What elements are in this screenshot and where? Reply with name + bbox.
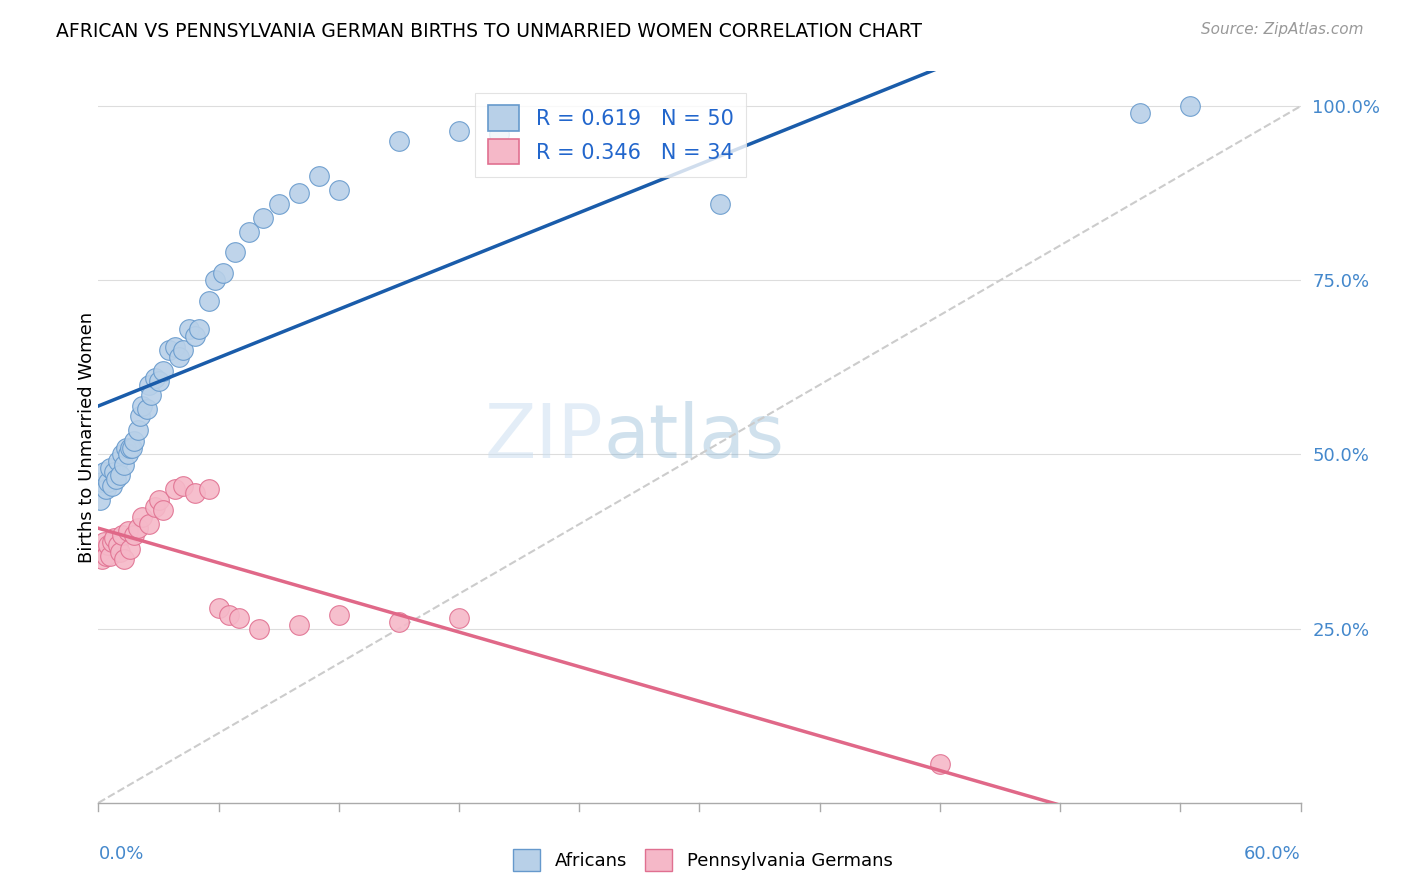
Text: AFRICAN VS PENNSYLVANIA GERMAN BIRTHS TO UNMARRIED WOMEN CORRELATION CHART: AFRICAN VS PENNSYLVANIA GERMAN BIRTHS TO… — [56, 22, 922, 41]
Point — [388, 134, 411, 148]
Point — [97, 475, 120, 490]
Point — [388, 615, 411, 629]
Text: ZIP: ZIP — [485, 401, 603, 474]
Point — [114, 552, 136, 566]
Point — [114, 458, 136, 472]
Point — [103, 465, 125, 479]
Point — [101, 534, 124, 549]
Point — [111, 448, 134, 462]
Text: atlas: atlas — [603, 401, 785, 474]
Point — [93, 465, 115, 479]
Point — [131, 510, 153, 524]
Point — [128, 423, 150, 437]
Point — [107, 538, 129, 552]
Point — [288, 186, 311, 201]
Point — [148, 375, 170, 389]
Point — [129, 409, 152, 424]
Point — [103, 531, 125, 545]
Point — [93, 534, 115, 549]
Point — [187, 322, 209, 336]
Point — [288, 618, 311, 632]
Point — [120, 441, 142, 455]
Point — [247, 622, 270, 636]
Point — [117, 524, 139, 538]
Point — [308, 169, 330, 183]
Point — [488, 127, 510, 141]
Point — [252, 211, 274, 225]
Point — [120, 541, 142, 556]
Point — [101, 479, 124, 493]
Point — [152, 503, 174, 517]
Point — [218, 607, 240, 622]
Point — [138, 517, 160, 532]
Point — [121, 441, 143, 455]
Point — [211, 266, 233, 280]
Point — [117, 448, 139, 462]
Point — [124, 434, 146, 448]
Point — [128, 521, 150, 535]
Y-axis label: Births to Unmarried Women: Births to Unmarried Women — [79, 311, 96, 563]
Point — [228, 611, 250, 625]
Point — [100, 549, 122, 563]
Point — [709, 196, 731, 211]
Point — [131, 399, 153, 413]
Point — [208, 600, 231, 615]
Point — [110, 468, 132, 483]
Point — [238, 225, 260, 239]
Text: Source: ZipAtlas.com: Source: ZipAtlas.com — [1201, 22, 1364, 37]
Point — [107, 454, 129, 468]
Point — [328, 183, 350, 197]
Point — [267, 196, 290, 211]
Point — [172, 343, 194, 357]
Point — [105, 472, 128, 486]
Point — [183, 329, 205, 343]
Text: 0.0%: 0.0% — [98, 845, 143, 863]
Point — [97, 538, 120, 552]
Point — [447, 123, 470, 137]
Legend: Africans, Pennsylvania Germans: Africans, Pennsylvania Germans — [506, 842, 900, 879]
Point — [91, 475, 114, 490]
Point — [447, 611, 470, 625]
Point — [89, 545, 111, 559]
Legend: R = 0.619   N = 50, R = 0.346   N = 34: R = 0.619 N = 50, R = 0.346 N = 34 — [475, 93, 747, 177]
Point — [143, 371, 166, 385]
Point — [135, 402, 157, 417]
Point — [124, 527, 146, 541]
Point — [100, 461, 122, 475]
Point — [172, 479, 194, 493]
Point — [138, 377, 160, 392]
Point — [167, 350, 190, 364]
Point — [183, 485, 205, 500]
Point — [1180, 99, 1202, 113]
Point — [91, 552, 114, 566]
Point — [204, 273, 226, 287]
Point — [177, 322, 200, 336]
Point — [96, 549, 118, 563]
Point — [157, 343, 180, 357]
Point — [929, 757, 952, 772]
Point — [163, 339, 186, 353]
Point — [1129, 106, 1152, 120]
Point — [148, 492, 170, 507]
Point — [197, 483, 219, 497]
Point — [111, 527, 134, 541]
Point — [197, 294, 219, 309]
Point — [96, 483, 118, 497]
Point — [89, 492, 111, 507]
Point — [224, 245, 246, 260]
Point — [110, 545, 132, 559]
Point — [139, 388, 162, 402]
Point — [152, 364, 174, 378]
Point — [328, 607, 350, 622]
Point — [163, 483, 186, 497]
Point — [143, 500, 166, 514]
Point — [115, 441, 138, 455]
Text: 60.0%: 60.0% — [1244, 845, 1301, 863]
